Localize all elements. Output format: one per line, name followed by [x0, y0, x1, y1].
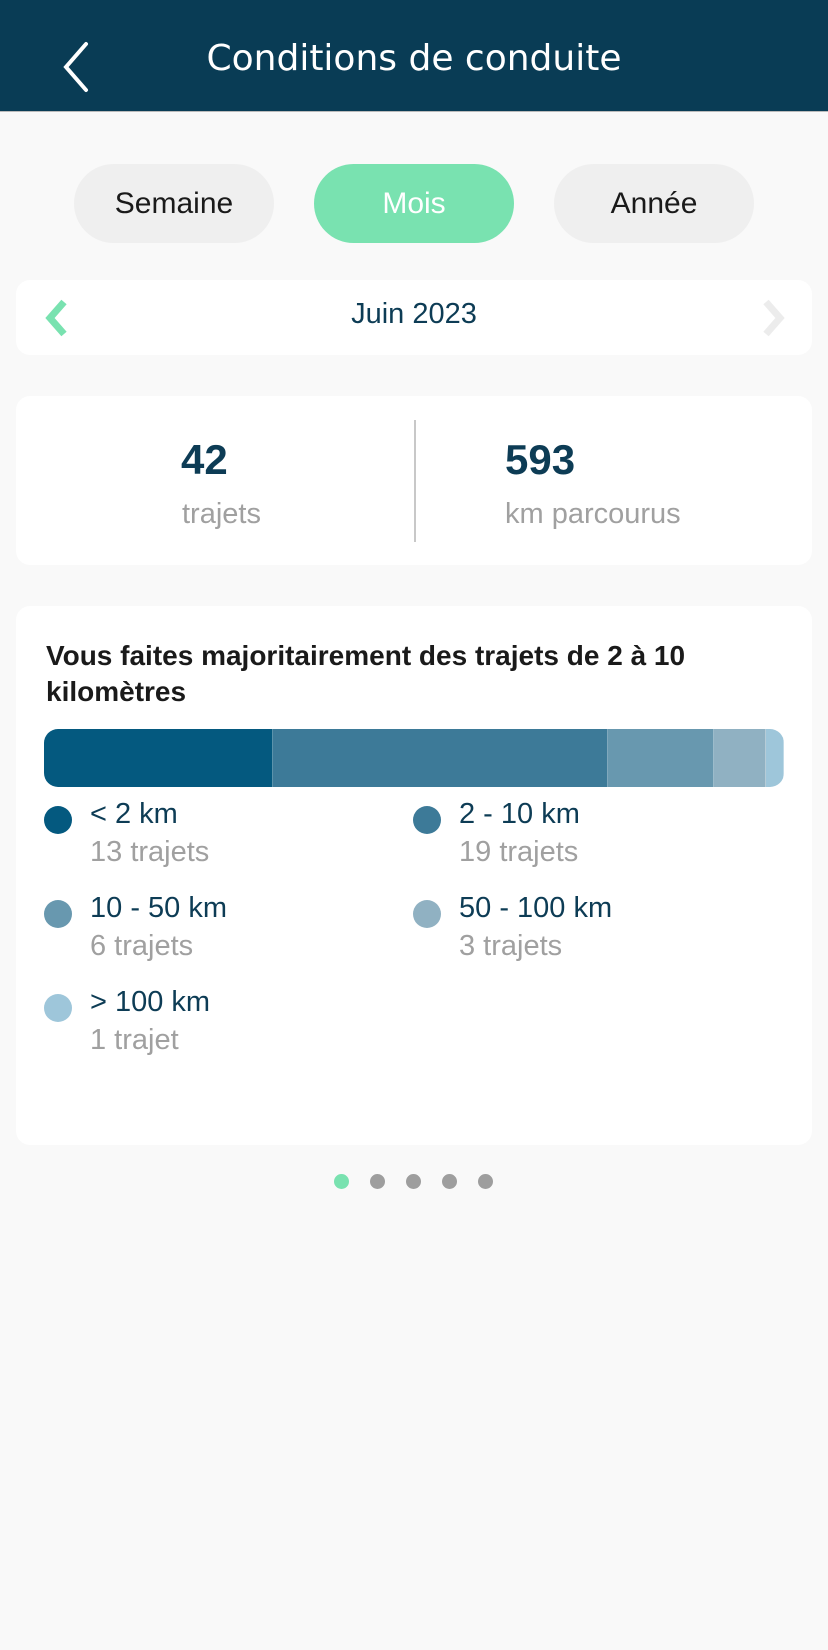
period-label: Juin 2023 — [351, 298, 477, 330]
app-header: Conditions de conduite — [0, 0, 828, 112]
legend-count: 19 trajets — [459, 836, 579, 868]
legend-label: < 2 km — [90, 798, 178, 830]
legend-item: 50 - 100 km 3 trajets — [413, 888, 743, 968]
legend-label: 50 - 100 km — [459, 892, 613, 924]
page-indicator-dot[interactable] — [478, 1174, 493, 1189]
page-indicator-dot[interactable] — [334, 1174, 349, 1189]
distribution-bar — [44, 729, 784, 787]
km-label: km parcourus — [505, 498, 681, 530]
divider — [414, 420, 416, 542]
legend-count: 13 trajets — [90, 836, 210, 868]
page-title: Conditions de conduite — [206, 38, 622, 79]
period-navigator: Juin 2023 — [16, 280, 812, 355]
trips-label: trajets — [182, 498, 261, 530]
legend-dot — [413, 900, 441, 928]
bar-segment — [44, 729, 274, 787]
next-period-icon[interactable] — [756, 298, 790, 338]
bar-segment — [273, 729, 608, 787]
bar-segment — [607, 729, 714, 787]
legend-item: < 2 km 13 trajets — [44, 794, 374, 874]
km-count: 593 — [505, 436, 576, 483]
tab-annee[interactable]: Année — [554, 164, 754, 243]
tab-mois[interactable]: Mois — [314, 164, 514, 243]
legend-count: 6 trajets — [90, 930, 194, 962]
prev-period-icon[interactable] — [40, 298, 74, 338]
legend-dot — [44, 994, 72, 1022]
distance-distribution-card: Vous faites majoritairement des trajets … — [16, 606, 812, 1145]
legend-label: 10 - 50 km — [90, 892, 227, 924]
trips-count: 42 — [181, 436, 228, 483]
distribution-title: Vous faites majoritairement des trajets … — [46, 640, 686, 707]
legend-label: 2 - 10 km — [459, 798, 580, 830]
legend-dot — [44, 900, 72, 928]
legend-label: > 100 km — [90, 986, 211, 1018]
chevron-left-icon[interactable] — [58, 40, 98, 94]
legend-count: 3 trajets — [459, 930, 563, 962]
bar-segment — [766, 729, 784, 787]
legend-count: 1 trajet — [90, 1024, 179, 1056]
page-indicator-dot[interactable] — [370, 1174, 385, 1189]
tab-semaine[interactable]: Semaine — [74, 164, 274, 243]
page-indicator-dot[interactable] — [406, 1174, 421, 1189]
bar-segment — [713, 729, 767, 787]
stats-card: 42 trajets 593 km parcourus — [16, 396, 812, 565]
legend-item: > 100 km 1 trajet — [44, 982, 374, 1062]
legend-dot — [44, 806, 72, 834]
legend-item: 2 - 10 km 19 trajets — [413, 794, 743, 874]
page-indicator-dot[interactable] — [442, 1174, 457, 1189]
legend-dot — [413, 806, 441, 834]
legend-item: 10 - 50 km 6 trajets — [44, 888, 374, 968]
